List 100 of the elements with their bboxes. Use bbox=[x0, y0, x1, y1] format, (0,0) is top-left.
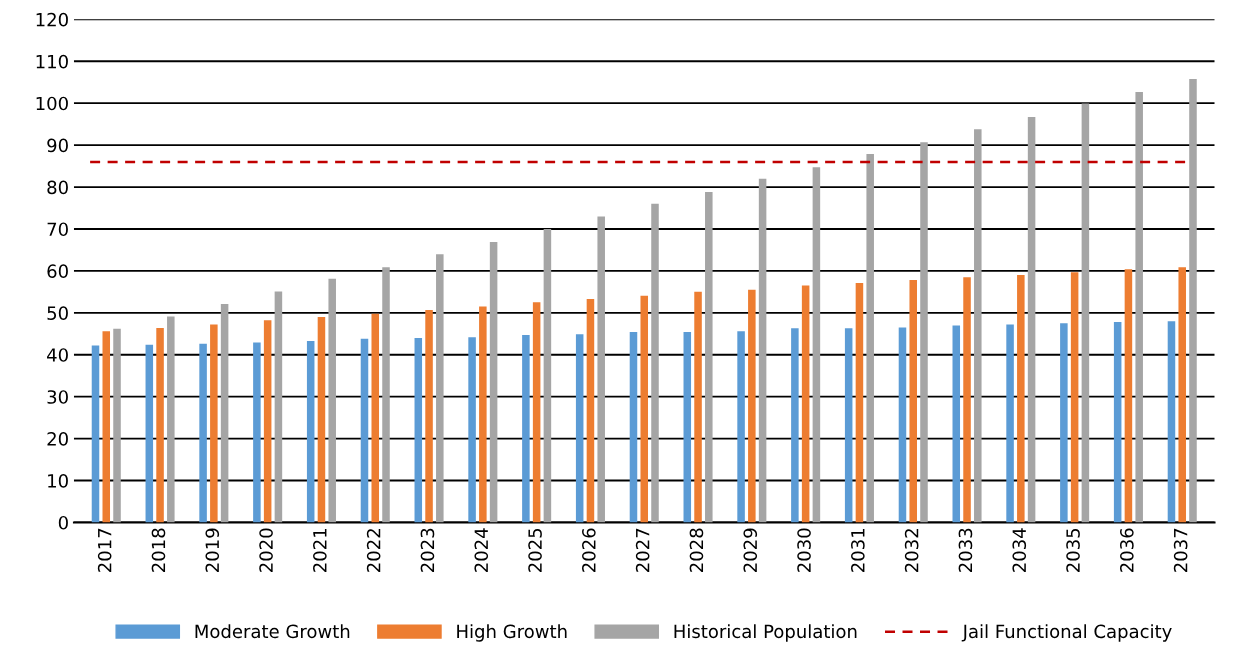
bar bbox=[425, 309, 433, 523]
bar bbox=[629, 332, 638, 523]
bar bbox=[102, 331, 111, 523]
bar bbox=[210, 324, 218, 523]
x-tick-label: 2018 bbox=[151, 528, 166, 572]
bar bbox=[145, 344, 154, 523]
bar bbox=[371, 313, 380, 523]
bar bbox=[1017, 275, 1025, 523]
x-tick-label: 2021 bbox=[313, 528, 327, 572]
legend-label: Historical Population bbox=[674, 624, 857, 642]
bar bbox=[586, 298, 595, 523]
x-tick-label: 2022 bbox=[366, 529, 381, 572]
bar bbox=[156, 327, 164, 523]
x-tick-label: 2020 bbox=[259, 528, 273, 572]
legend-label: Moderate Growth bbox=[195, 624, 350, 639]
y-tick-label: 70 bbox=[47, 222, 68, 237]
bar bbox=[1178, 267, 1186, 523]
bar bbox=[651, 203, 659, 523]
bar bbox=[575, 334, 584, 523]
bar bbox=[737, 331, 745, 523]
x-tick-label: 2029 bbox=[743, 528, 758, 572]
bar bbox=[1189, 78, 1197, 523]
x-tick-label: 2027 bbox=[635, 528, 650, 572]
bar bbox=[920, 142, 928, 523]
bar bbox=[812, 167, 821, 523]
bar bbox=[522, 335, 530, 523]
bar bbox=[909, 280, 917, 523]
bar bbox=[866, 153, 874, 523]
bar bbox=[253, 342, 261, 523]
bar bbox=[489, 241, 498, 523]
bar bbox=[952, 325, 961, 523]
x-tick-label: 2036 bbox=[1120, 528, 1134, 572]
bar bbox=[855, 283, 864, 523]
x-tick-label: 2024 bbox=[474, 528, 489, 572]
bar bbox=[974, 129, 982, 523]
x-tick-label: 2034 bbox=[1012, 528, 1027, 572]
y-tick-label: 10 bbox=[48, 473, 68, 488]
bar bbox=[360, 338, 369, 523]
x-tick-label: 2031 bbox=[851, 528, 865, 572]
bar bbox=[543, 228, 552, 523]
y-tick-label: 120 bbox=[36, 12, 68, 27]
y-tick-label: 40 bbox=[47, 348, 68, 362]
y-tick-label: 80 bbox=[47, 180, 68, 195]
bar bbox=[1081, 103, 1090, 523]
y-tick-label: 50 bbox=[47, 306, 68, 320]
x-tick-label: 2037 bbox=[1173, 528, 1188, 572]
bar bbox=[1167, 321, 1176, 523]
x-tick-label: 2025 bbox=[528, 528, 542, 572]
bar bbox=[898, 327, 907, 523]
y-tick-label: 0 bbox=[58, 515, 68, 530]
y-tick-label: 60 bbox=[47, 264, 68, 279]
x-tick-label: 2030 bbox=[797, 528, 811, 572]
bar bbox=[1113, 322, 1122, 523]
x-tick-label: 2028 bbox=[689, 528, 704, 572]
bar bbox=[436, 254, 444, 523]
bar bbox=[317, 317, 326, 523]
bar bbox=[683, 332, 692, 523]
bar bbox=[328, 278, 336, 523]
bar bbox=[468, 337, 476, 523]
bar bbox=[479, 306, 487, 523]
bar bbox=[199, 343, 207, 523]
bar bbox=[113, 328, 121, 523]
bar bbox=[382, 267, 390, 523]
y-tick-label: 30 bbox=[47, 390, 68, 404]
y-tick-label: 110 bbox=[36, 54, 68, 69]
legend-label: Jail Functional Capacity bbox=[961, 624, 1172, 642]
x-tick-label: 2033 bbox=[958, 528, 973, 572]
bar bbox=[963, 277, 971, 523]
bar bbox=[801, 285, 810, 523]
bar bbox=[1027, 117, 1036, 523]
bar bbox=[91, 345, 100, 523]
bar bbox=[220, 304, 229, 523]
legend-label: High Growth bbox=[457, 624, 567, 642]
bar bbox=[640, 295, 649, 523]
bar bbox=[597, 216, 605, 523]
x-tick-label: 2026 bbox=[582, 528, 596, 572]
x-tick-label: 2019 bbox=[205, 528, 220, 572]
x-tick-label: 2023 bbox=[420, 528, 435, 572]
bar bbox=[705, 192, 713, 523]
x-tick-label: 2017 bbox=[97, 528, 112, 572]
x-tick-label: 2035 bbox=[1066, 528, 1080, 572]
bar bbox=[844, 328, 853, 523]
bar bbox=[1124, 269, 1133, 523]
bar bbox=[791, 328, 799, 523]
bar bbox=[758, 178, 767, 523]
bar bbox=[274, 291, 283, 523]
bar bbox=[1070, 272, 1079, 523]
bar bbox=[1006, 324, 1014, 523]
y-tick-label: 90 bbox=[47, 138, 68, 153]
bar bbox=[306, 340, 315, 523]
x-tick-label: 2032 bbox=[904, 529, 919, 572]
bar bbox=[1135, 91, 1143, 523]
bar bbox=[1060, 323, 1068, 523]
bar bbox=[263, 320, 272, 523]
y-tick-label: 20 bbox=[47, 432, 68, 446]
bar bbox=[694, 291, 702, 523]
bar bbox=[167, 316, 175, 523]
bar bbox=[532, 302, 541, 523]
y-tick-label: 100 bbox=[36, 96, 68, 111]
bar bbox=[414, 337, 423, 523]
